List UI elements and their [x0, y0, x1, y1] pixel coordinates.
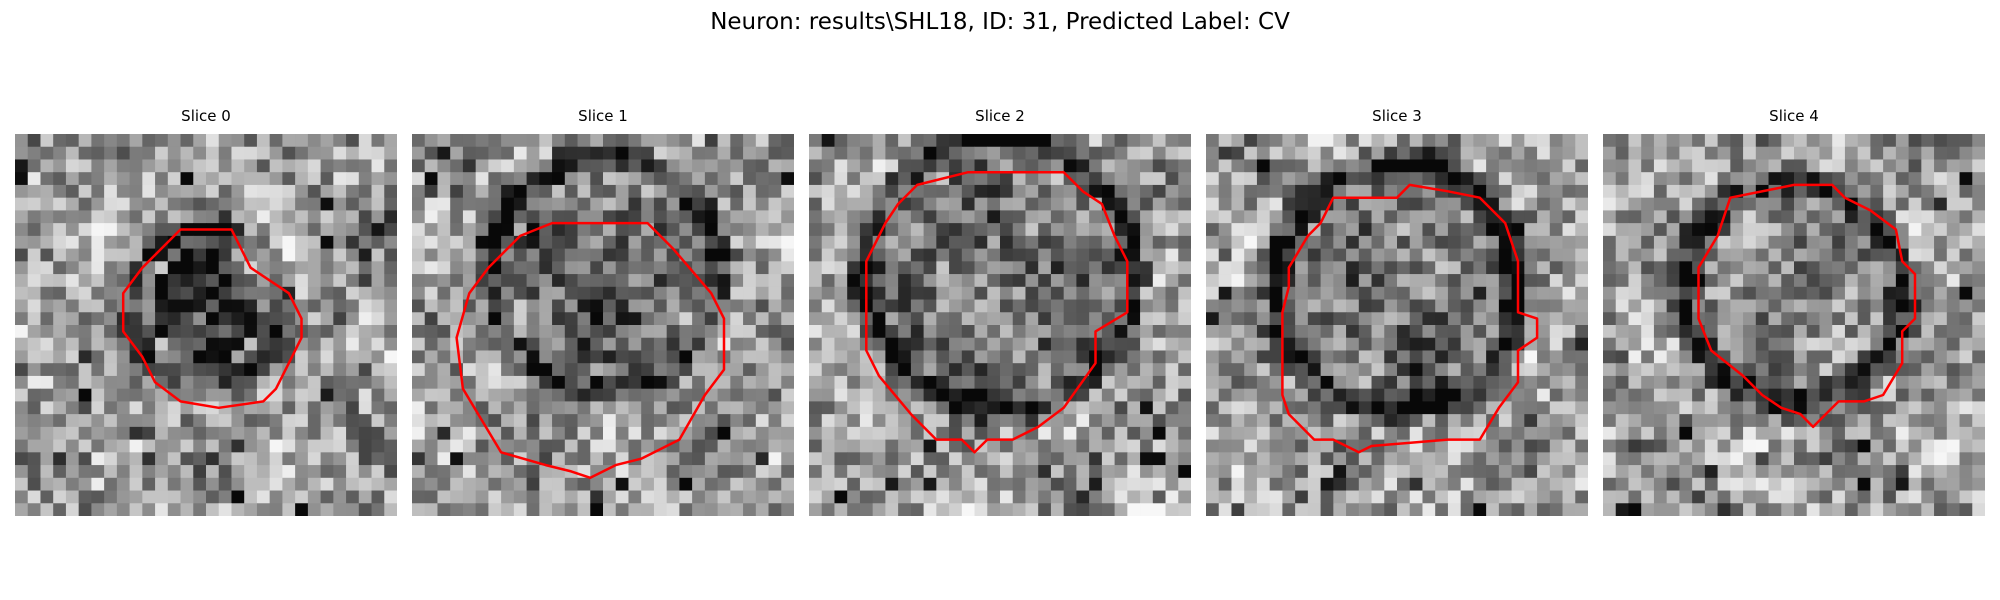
segmentation-contour — [1697, 183, 1917, 429]
slice-image — [15, 134, 397, 516]
figure-title: Neuron: results\SHL18, ID: 31, Predicted… — [710, 9, 1290, 35]
slice-image-canvas — [412, 134, 794, 516]
slice-image — [1603, 134, 1985, 516]
slice-image-canvas — [809, 134, 1191, 516]
slice-image-canvas — [1206, 134, 1588, 516]
slice-panel-2: Slice 2 — [809, 106, 1191, 519]
segmentation-contour — [121, 228, 303, 410]
slice-image — [412, 134, 794, 516]
slice-panel-3: Slice 3 — [1206, 106, 1588, 519]
slice-title: Slice 2 — [975, 107, 1025, 125]
slice-image — [1206, 134, 1588, 516]
slice-panel-4: Slice 4 — [1603, 106, 1985, 519]
slice-panel-0: Slice 0 — [15, 106, 397, 519]
slice-title: Slice 3 — [1372, 107, 1422, 125]
segmentation-contour — [1281, 183, 1539, 454]
segmentation-contour — [455, 221, 726, 480]
slice-title: Slice 0 — [181, 107, 231, 125]
slice-image — [809, 134, 1191, 516]
slice-panel-1: Slice 1 — [412, 106, 794, 519]
slice-image-canvas — [1603, 134, 1985, 516]
slice-title: Slice 4 — [1769, 107, 1819, 125]
segmentation-contour — [865, 170, 1129, 454]
slice-title: Slice 1 — [578, 107, 628, 125]
slice-image-canvas — [15, 134, 397, 516]
